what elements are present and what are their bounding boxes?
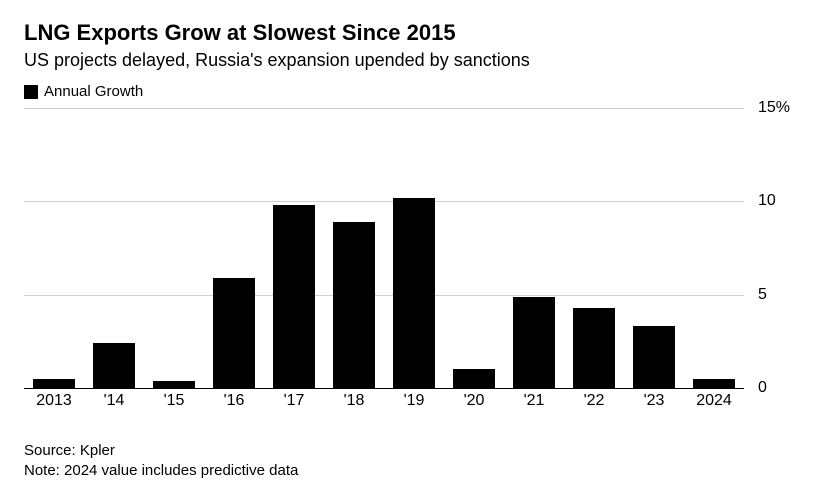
bar [453, 369, 495, 388]
x-tick-label: '18 [324, 392, 384, 410]
x-tick-label: 2013 [24, 392, 84, 410]
plot-area [24, 108, 744, 388]
bar [273, 205, 315, 388]
bar [393, 198, 435, 388]
bar-slot [444, 108, 504, 388]
bar [93, 343, 135, 388]
bar-slot [564, 108, 624, 388]
y-tick-label: 10 [758, 192, 776, 210]
y-tick-label: 5 [758, 286, 767, 304]
note-text: Note: 2024 value includes predictive dat… [24, 461, 298, 481]
x-tick-label: '14 [84, 392, 144, 410]
y-tick-label: 0 [758, 379, 767, 397]
x-tick-label: '17 [264, 392, 324, 410]
chart-area: 051015% 2013'14'15'16'17'18'19'20'21'22'… [24, 108, 800, 408]
chart-title: LNG Exports Grow at Slowest Since 2015 [24, 20, 800, 46]
x-tick-label: '22 [564, 392, 624, 410]
bar [573, 308, 615, 388]
bar-slot [84, 108, 144, 388]
legend: Annual Growth [24, 83, 800, 100]
bar-slot [324, 108, 384, 388]
bar [33, 379, 75, 388]
x-tick-label: '20 [444, 392, 504, 410]
bar-slot [204, 108, 264, 388]
x-tick-label: '15 [144, 392, 204, 410]
legend-label: Annual Growth [44, 83, 143, 100]
x-tick-label: '16 [204, 392, 264, 410]
x-tick-label: '19 [384, 392, 444, 410]
bar-slot [264, 108, 324, 388]
legend-swatch [24, 85, 38, 99]
bar [153, 381, 195, 388]
bar-slot [384, 108, 444, 388]
x-tick-label: 2024 [684, 392, 744, 410]
chart-footer: Source: Kpler Note: 2024 value includes … [24, 441, 298, 482]
bar [213, 278, 255, 388]
y-tick-label: 15% [758, 99, 790, 117]
x-tick-label: '23 [624, 392, 684, 410]
bar [513, 297, 555, 388]
source-text: Source: Kpler [24, 441, 298, 461]
bar-slot [684, 108, 744, 388]
bars-container [24, 108, 744, 388]
bar-slot [504, 108, 564, 388]
gridline [24, 388, 744, 389]
bar [633, 326, 675, 388]
bar [693, 379, 735, 388]
bar-slot [144, 108, 204, 388]
x-axis-labels: 2013'14'15'16'17'18'19'20'21'22'232024 [24, 392, 744, 410]
bar-slot [624, 108, 684, 388]
bar-slot [24, 108, 84, 388]
x-tick-label: '21 [504, 392, 564, 410]
chart-subtitle: US projects delayed, Russia's expansion … [24, 50, 800, 71]
bar [333, 222, 375, 388]
